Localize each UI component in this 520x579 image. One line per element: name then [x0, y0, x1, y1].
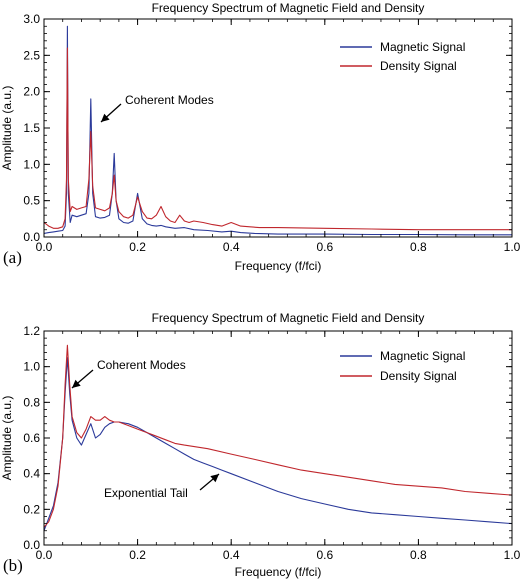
x-tick-label: 0.6: [316, 240, 333, 254]
y-tick-label: 0.2: [23, 502, 40, 516]
x-tick-label: 0.4: [223, 240, 240, 254]
legend-label-magnetic: Magnetic Signal: [380, 40, 465, 54]
legend-label-density: Density Signal: [380, 369, 457, 383]
x-tick-label: 0.2: [129, 240, 146, 254]
y-tick-label: 1.5: [23, 121, 40, 135]
x-tick-label: 0.8: [410, 240, 427, 254]
x-tick-label: 0.4: [223, 548, 240, 562]
x-tick-label: 0.2: [129, 548, 146, 562]
y-tick-label: 0.5: [23, 194, 40, 208]
x-tick-label: 1.0: [504, 548, 520, 562]
x-tick-label: 0.6: [316, 548, 333, 562]
x-tick-label: 0.8: [410, 548, 427, 562]
y-tick-label: 2.5: [23, 48, 40, 62]
y-tick-label: 0.0: [23, 538, 40, 552]
panel-letter-a: (a): [3, 248, 22, 267]
y-tick-label: 0.6: [23, 431, 40, 445]
x-tick-label: 0.0: [36, 240, 53, 254]
series-line-density: [43, 344, 513, 528]
x-axis-label: Frequency (f/fci): [235, 259, 322, 273]
y-axis-label: Amplitude (a.u.): [0, 396, 14, 481]
chart-b: Frequency Spectrum of Magnetic Field and…: [0, 311, 520, 579]
series-line-density: [43, 47, 512, 231]
y-tick-label: 3.0: [23, 12, 40, 26]
legend-label-density: Density Signal: [380, 59, 457, 73]
annotation-arrow-head: [210, 474, 219, 483]
annotation-arrow-head: [72, 379, 81, 388]
series-line-magnetic: [43, 25, 512, 236]
y-axis-label: Amplitude (a.u.): [0, 86, 14, 171]
annotation-label: Coherent Modes: [97, 358, 186, 372]
x-tick-label: 0.0: [36, 548, 53, 562]
chart-title: Frequency Spectrum of Magnetic Field and…: [152, 311, 425, 325]
y-tick-label: 0.4: [23, 467, 40, 481]
y-tick-label: 1.0: [23, 157, 40, 171]
chart-title: Frequency Spectrum of Magnetic Field and…: [152, 1, 425, 15]
annotation-label: Coherent Modes: [125, 93, 214, 107]
panel-letter-b: (b): [3, 556, 23, 575]
x-tick-label: 1.0: [504, 240, 520, 254]
y-tick-label: 1.0: [23, 360, 40, 374]
annotation-label: Exponential Tail: [104, 486, 188, 500]
chart-a: Frequency Spectrum of Magnetic Field and…: [0, 1, 520, 273]
legend-label-magnetic: Magnetic Signal: [380, 349, 465, 363]
y-tick-label: 0.0: [23, 230, 40, 244]
annotation-arrow-head: [101, 113, 110, 122]
series-line-magnetic: [43, 357, 513, 531]
y-tick-label: 1.2: [23, 324, 40, 338]
x-axis-label: Frequency (f/fci): [235, 565, 322, 579]
y-tick-label: 2.0: [23, 85, 40, 99]
y-tick-label: 0.8: [23, 395, 40, 409]
